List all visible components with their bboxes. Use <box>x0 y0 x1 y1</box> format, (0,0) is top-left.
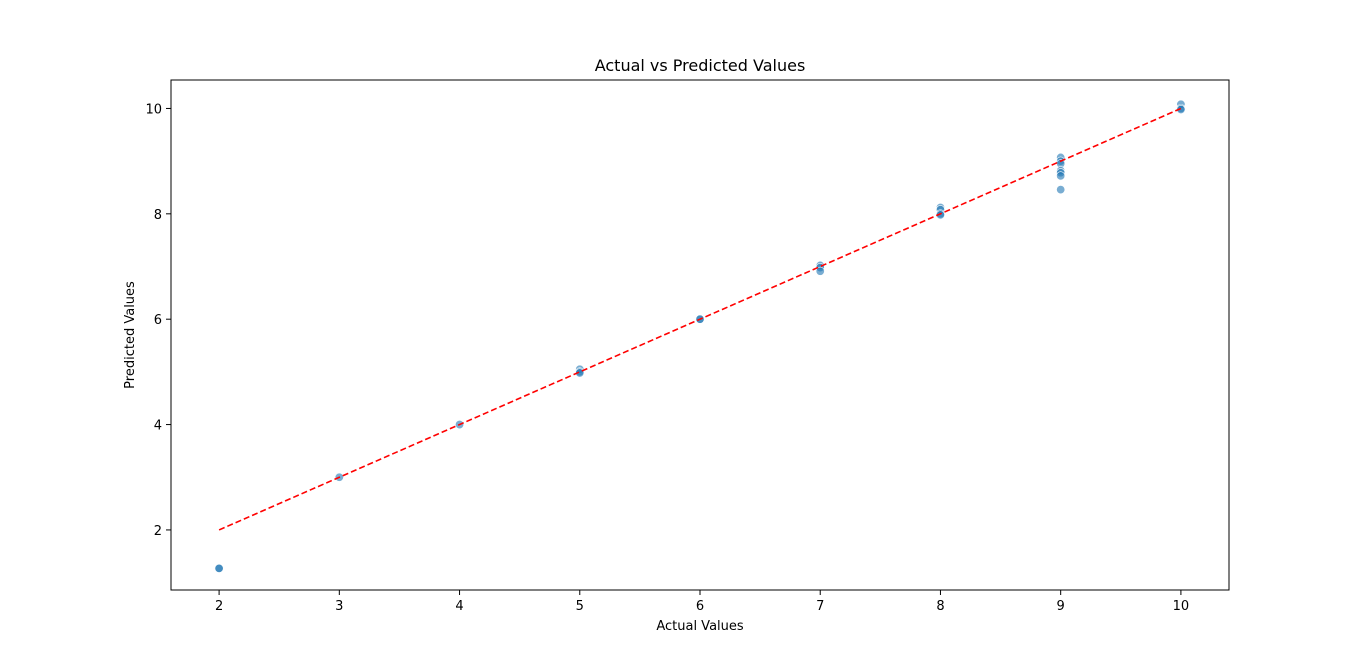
data-point <box>214 563 224 573</box>
x-tick-label: 9 <box>1057 599 1065 614</box>
y-tick-label: 4 <box>154 419 162 434</box>
data-point <box>1056 171 1066 181</box>
x-tick-label: 4 <box>455 599 463 614</box>
x-tick-label: 5 <box>576 599 584 614</box>
data-point <box>815 266 825 276</box>
x-tick-label: 6 <box>696 599 704 614</box>
y-tick-label: 2 <box>154 524 162 539</box>
x-tick-label: 8 <box>936 599 944 614</box>
x-tick-label: 3 <box>335 599 343 614</box>
plot-area <box>214 99 1186 573</box>
y-tick-label: 6 <box>154 313 162 328</box>
x-tick-label: 7 <box>816 599 824 614</box>
x-axis-label: Actual Values <box>656 619 744 634</box>
data-point <box>1056 185 1066 195</box>
y-axis-ticks: 2 4 6 8 10 <box>145 102 171 539</box>
y-axis-label: Predicted Values <box>123 281 138 389</box>
x-tick-label: 10 <box>1173 599 1190 614</box>
reference-line <box>218 107 1182 531</box>
chart-title: Actual vs Predicted Values <box>595 56 806 75</box>
x-tick-label: 2 <box>215 599 223 614</box>
x-axis-ticks: 2 3 4 5 6 7 8 9 10 <box>215 590 1189 614</box>
y-tick-label: 10 <box>145 102 162 117</box>
y-tick-label: 8 <box>154 208 162 223</box>
